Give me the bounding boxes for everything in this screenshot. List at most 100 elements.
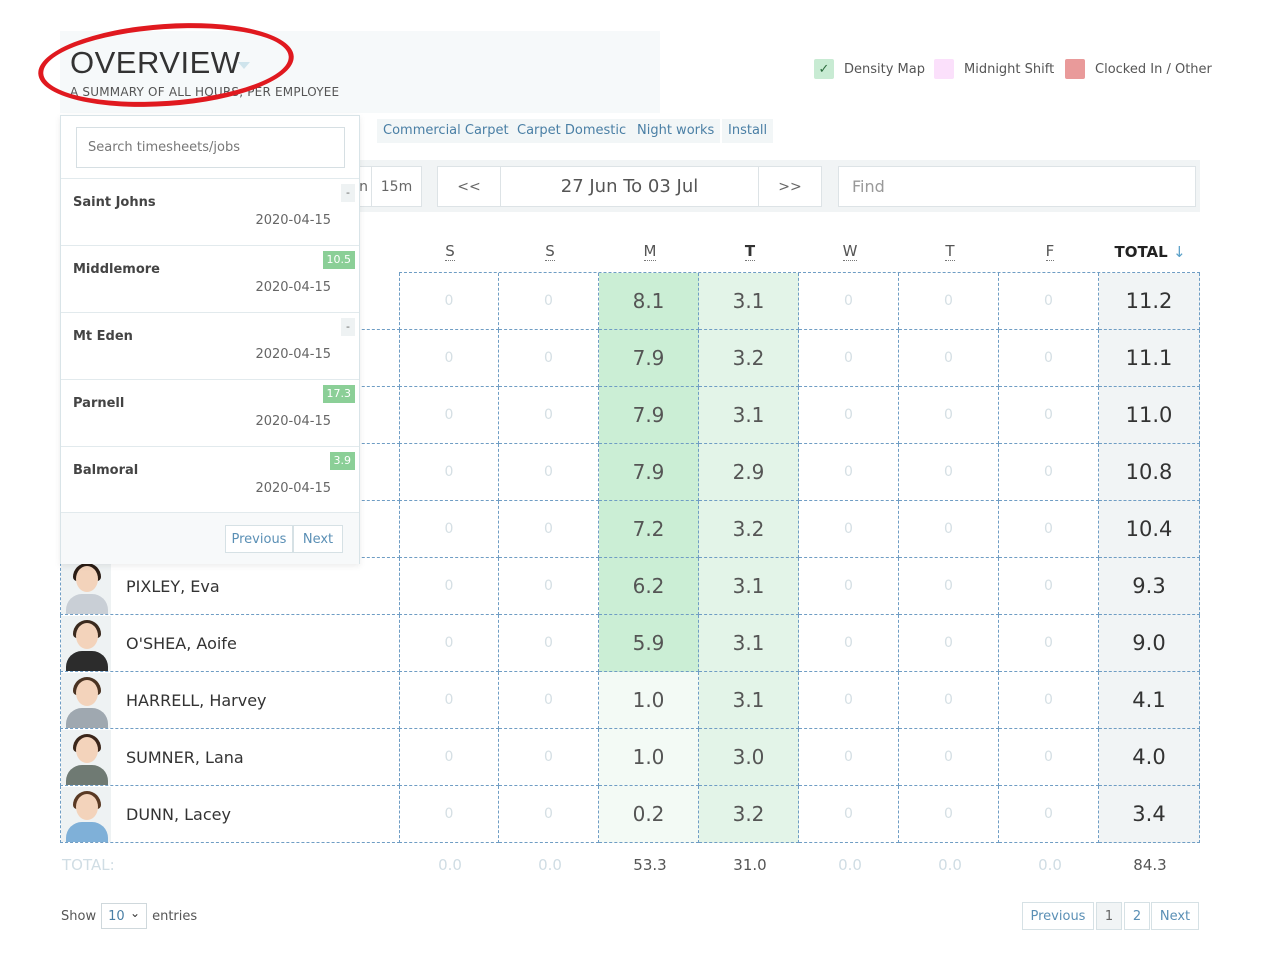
pagination-next-button[interactable]: Next [1151, 902, 1199, 930]
tag-install[interactable]: Install [722, 119, 774, 143]
table-row[interactable]: PIXLEY, Eva 0 0 6.2 3.1 0 0 0 9.3 [60, 558, 1200, 615]
hours-cell[interactable]: 0 [999, 786, 1099, 843]
table-row[interactable]: 0 0 8.1 3.1 0 0 0 11.2 [60, 273, 1200, 330]
tag-night-works[interactable]: Night works [631, 119, 721, 143]
hours-cell[interactable]: 0 [499, 615, 599, 672]
table-row[interactable]: 0 0 7.9 3.1 0 0 0 11.0 [60, 387, 1200, 444]
hours-cell[interactable]: 0 [899, 786, 999, 843]
hours-cell[interactable]: 0 [899, 729, 999, 786]
hours-cell[interactable]: 7.9 [599, 387, 699, 444]
hours-cell[interactable]: 0 [499, 729, 599, 786]
tag-carpet-domestic[interactable]: Carpet Domestic [511, 119, 633, 143]
day-column-header[interactable]: M [600, 242, 700, 261]
hours-cell[interactable]: 0.2 [599, 786, 699, 843]
hours-cell[interactable]: 0 [399, 387, 499, 444]
total-column-header[interactable]: TOTAL ↓ [1114, 243, 1186, 261]
hours-cell[interactable]: 3.1 [699, 615, 799, 672]
hours-cell[interactable]: 0 [999, 558, 1099, 615]
hours-cell[interactable]: 0 [399, 786, 499, 843]
pagination-page-2[interactable]: 2 [1124, 902, 1150, 930]
next-week-button[interactable]: >> [758, 166, 822, 207]
hours-cell[interactable]: 0 [499, 273, 599, 330]
hours-cell[interactable]: 0 [899, 501, 999, 558]
hours-cell[interactable]: 1.0 [599, 729, 699, 786]
hours-cell[interactable]: 0 [799, 501, 899, 558]
hours-cell[interactable]: 3.0 [699, 729, 799, 786]
legend-clocked-in-other[interactable]: Clocked In / Other [1065, 59, 1212, 79]
hours-cell[interactable]: 0 [399, 273, 499, 330]
entries-select[interactable]: 10 ⌄ [101, 903, 148, 929]
hours-cell[interactable]: 0 [499, 672, 599, 729]
hours-cell[interactable]: 8.1 [599, 273, 699, 330]
employee-name-cell[interactable]: SUMNER, Lana [60, 729, 400, 786]
day-column-header[interactable]: S [400, 242, 500, 261]
table-row[interactable]: O'SHEA, Aoife 0 0 5.9 3.1 0 0 0 9.0 [60, 615, 1200, 672]
hours-cell[interactable]: 0 [399, 672, 499, 729]
hours-cell[interactable]: 3.1 [699, 558, 799, 615]
hours-cell[interactable]: 0 [899, 444, 999, 501]
hours-cell[interactable]: 0 [799, 729, 899, 786]
dropdown-list-item[interactable]: Parnell 2020-04-15 17.3 [61, 379, 359, 446]
legend-density-map[interactable]: ✓ Density Map [814, 59, 925, 79]
midnight-shift-checkbox[interactable] [934, 59, 954, 79]
hours-cell[interactable]: 0 [399, 444, 499, 501]
hours-cell[interactable]: 0 [799, 387, 899, 444]
tag-commercial-carpet[interactable]: Commercial Carpet [377, 119, 515, 143]
hours-cell[interactable]: 0 [399, 558, 499, 615]
hours-cell[interactable]: 3.2 [699, 501, 799, 558]
table-row[interactable]: 0 0 7.2 3.2 0 0 0 10.4 [60, 501, 1200, 558]
pagination-page-1[interactable]: 1 [1096, 902, 1122, 930]
hours-cell[interactable]: 2.9 [699, 444, 799, 501]
employee-name-cell[interactable]: DUNN, Lacey [60, 786, 400, 843]
hours-cell[interactable]: 3.1 [699, 273, 799, 330]
hours-cell[interactable]: 0 [899, 558, 999, 615]
hours-cell[interactable]: 1.0 [599, 672, 699, 729]
hours-cell[interactable]: 0 [899, 330, 999, 387]
hours-cell[interactable]: 0 [799, 444, 899, 501]
hours-cell[interactable]: 0 [799, 558, 899, 615]
dropdown-list-item[interactable]: Balmoral 2020-04-15 3.9 [61, 446, 359, 513]
hours-cell[interactable]: 0 [799, 330, 899, 387]
table-row[interactable]: 0 0 7.9 3.2 0 0 0 11.1 [60, 330, 1200, 387]
hours-cell[interactable]: 0 [499, 387, 599, 444]
hours-cell[interactable]: 0 [799, 615, 899, 672]
day-column-header[interactable]: F [1000, 242, 1100, 261]
previous-week-button[interactable]: << [437, 166, 501, 207]
find-input[interactable]: Find [838, 166, 1196, 207]
hours-cell[interactable]: 0 [499, 786, 599, 843]
hours-cell[interactable]: 0 [799, 672, 899, 729]
hours-cell[interactable]: 0 [399, 729, 499, 786]
sort-down-arrow-icon[interactable]: ↓ [1172, 243, 1186, 261]
dropdown-previous-button[interactable]: Previous [225, 525, 293, 553]
day-column-header[interactable]: T [900, 242, 1000, 261]
hours-cell[interactable]: 7.2 [599, 501, 699, 558]
hours-cell[interactable]: 0 [399, 330, 499, 387]
legend-midnight-shift[interactable]: Midnight Shift [934, 59, 1054, 79]
date-range-display[interactable]: 27 Jun To 03 Jul [500, 166, 759, 207]
hours-cell[interactable]: 0 [499, 558, 599, 615]
day-column-header[interactable]: W [800, 242, 900, 261]
employee-name-cell[interactable]: O'SHEA, Aoife [60, 615, 400, 672]
day-column-header[interactable]: T [700, 242, 800, 261]
hours-cell[interactable]: 0 [999, 444, 1099, 501]
dropdown-list-item[interactable]: Saint Johns 2020-04-15- [61, 178, 359, 245]
hours-cell[interactable]: 3.1 [699, 672, 799, 729]
table-row[interactable]: SUMNER, Lana 0 0 1.0 3.0 0 0 0 4.0 [60, 729, 1200, 786]
hours-cell[interactable]: 0 [999, 387, 1099, 444]
hours-cell[interactable]: 0 [999, 729, 1099, 786]
pagination-previous-button[interactable]: Previous [1022, 902, 1094, 930]
hours-cell[interactable]: 3.2 [699, 330, 799, 387]
hours-cell[interactable]: 0 [999, 273, 1099, 330]
hours-cell[interactable]: 0 [399, 615, 499, 672]
hours-cell[interactable]: 0 [899, 672, 999, 729]
hours-cell[interactable]: 0 [899, 615, 999, 672]
page-title[interactable]: OVERVIEW [70, 45, 241, 80]
hours-cell[interactable]: 5.9 [599, 615, 699, 672]
day-column-header[interactable]: S [500, 242, 600, 261]
table-row[interactable]: 0 0 7.9 2.9 0 0 0 10.8 [60, 444, 1200, 501]
hours-cell[interactable]: 3.1 [699, 387, 799, 444]
hours-cell[interactable]: 0 [999, 330, 1099, 387]
hours-cell[interactable]: 0 [499, 501, 599, 558]
clocked-in-checkbox[interactable] [1065, 59, 1085, 79]
title-dropdown-caret-icon[interactable] [238, 62, 250, 69]
